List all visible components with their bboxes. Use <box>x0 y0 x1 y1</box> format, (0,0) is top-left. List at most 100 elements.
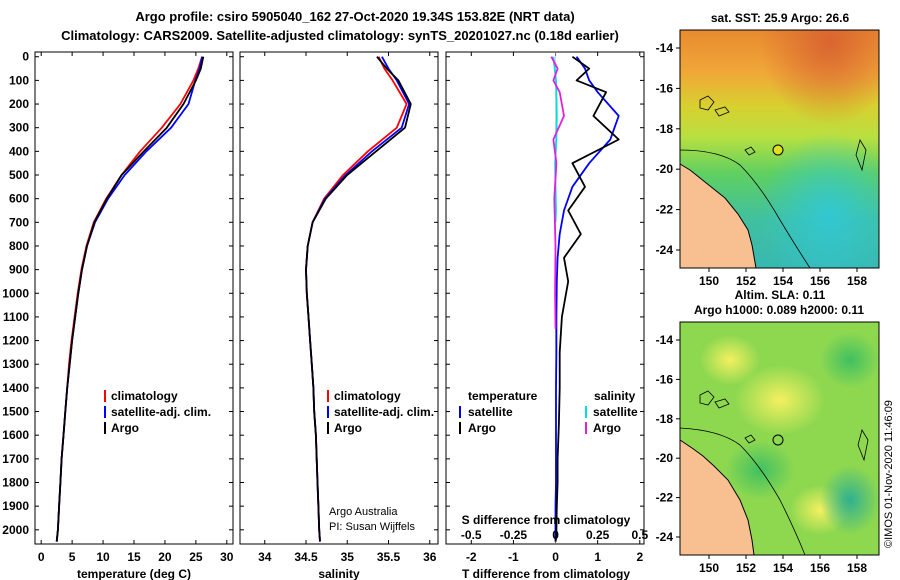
series-temperature-argo <box>554 55 620 542</box>
map-y-tick-label: -22 <box>656 491 674 505</box>
sst-map-frame <box>679 29 880 269</box>
depth-tick-label: 900 <box>9 263 29 277</box>
depth-tick-label: 1900 <box>2 499 29 513</box>
map-y-tick-label: -24 <box>656 530 674 544</box>
title-line-1: Argo profile: csiro 5905040_162 27-Oct-2… <box>135 9 574 24</box>
map-y-tick-label: -14 <box>656 333 674 347</box>
x-tick-label: 35 <box>341 550 355 564</box>
difference-legend: temperature satellite Argo salinity sate… <box>459 389 638 435</box>
legend-title-temperature: temperature <box>468 389 538 403</box>
x-tick-label: 0 <box>552 550 559 564</box>
map-x-tick-label: 156 <box>810 561 830 575</box>
s-tick-label: 0.5 <box>631 528 648 542</box>
depth-tick-label: 2000 <box>2 523 29 537</box>
map-y-tick-label: -16 <box>656 372 674 386</box>
x-tick-label: 36 <box>423 550 437 564</box>
map-x-tick-label: 156 <box>810 274 830 288</box>
map-y-tick-label: -14 <box>656 41 674 55</box>
sla-high-1 <box>735 365 825 435</box>
temperature-panel-frame <box>34 51 234 545</box>
map-y-tick-label: -22 <box>656 203 674 217</box>
legend-label-temp-argo: Argo <box>468 421 496 435</box>
x-tick-label: 5 <box>69 550 76 564</box>
x-tick-label: 0 <box>38 550 45 564</box>
legend-swatch-sal-argo <box>585 422 587 434</box>
temperature-xlabel: temperature (deg C) <box>77 567 191 580</box>
depth-tick-label: 1400 <box>2 381 29 395</box>
map-x-tick-label: 154 <box>773 274 793 288</box>
title-line-2: Climatology: CARS2009. Satellite-adjuste… <box>61 28 619 43</box>
legend-label-satellite: satellite-adj. clim. <box>111 405 211 419</box>
map-x-tick-label: 152 <box>736 274 756 288</box>
sst-isobath <box>679 149 811 269</box>
depth-tick-label: 100 <box>9 73 29 87</box>
depth-tick-label: 1300 <box>2 357 29 371</box>
x-tick-label: 20 <box>158 550 172 564</box>
sst-map <box>679 29 880 269</box>
map-y-tick-label: -18 <box>656 412 674 426</box>
sst-argo-marker <box>772 144 784 156</box>
s-tick-label: 0 <box>552 528 559 542</box>
x-tick-label: 2 <box>636 550 643 564</box>
sla-low-3 <box>725 440 795 500</box>
x-tick-label: 30 <box>220 550 234 564</box>
salinity-legend: climatology satellite-adj. clim. Argo <box>327 389 434 435</box>
depth-tick-label: 1700 <box>2 452 29 466</box>
top-xlabel: S difference from climatology <box>462 513 631 527</box>
depth-tick-label: 600 <box>9 192 29 206</box>
x-tick-label: 1 <box>594 550 601 564</box>
x-tick-label: 10 <box>96 550 110 564</box>
legend-label-argo: Argo <box>111 421 139 435</box>
depth-tick-label: 400 <box>9 144 29 158</box>
series-climatology <box>55 56 203 542</box>
map-x-tick-label: 150 <box>699 274 719 288</box>
depth-tick-label: 0 <box>22 50 29 64</box>
legend-swatch-argo <box>104 422 106 434</box>
s-tick-label: -0.25 <box>500 528 528 542</box>
depth-tick-label: 500 <box>9 168 29 182</box>
legend-label-sal-satellite: satellite <box>593 405 638 419</box>
legend-swatch-satellite <box>104 406 106 418</box>
credit-line-1: Argo Australia <box>329 506 398 518</box>
legend-swatch-climatology <box>327 390 329 402</box>
sla-low-1 <box>820 332 880 388</box>
sla-low-2 <box>820 465 880 535</box>
legend-swatch-temp-argo <box>459 422 461 434</box>
legend-label-climatology: climatology <box>334 389 401 403</box>
depth-tick-label: 1600 <box>2 428 29 442</box>
x-tick-label: -1 <box>508 550 519 564</box>
temperature-plot: 0 5 10 15 20 25 30 <box>38 52 234 564</box>
sla-isobath <box>679 427 806 556</box>
salinity-panel-frame <box>239 51 439 545</box>
map-y-tick-label: -20 <box>656 162 674 176</box>
legend-swatch-temp-satellite <box>459 406 461 418</box>
x-tick-label: 25 <box>189 550 203 564</box>
map-y-tick-label: -16 <box>656 81 674 95</box>
legend-label-temp-satellite: satellite <box>468 405 513 419</box>
watermark: ©IMOS 01-Nov-2020 11:46:09 <box>883 400 895 548</box>
depth-tick-label: 1100 <box>3 310 29 324</box>
s-tick-label: -0.5 <box>461 528 482 542</box>
map-y-tick-label: -24 <box>656 243 674 257</box>
sla-map-axes: -14 -16 -18 -20 -22 -24 150 152 154 156 158 <box>656 333 868 575</box>
sla-map-frame <box>679 321 880 556</box>
series-satellite-adj-clim- <box>55 56 203 542</box>
legend-swatch-climatology <box>104 390 106 402</box>
series-temperature-satellite <box>554 56 620 542</box>
series-argo <box>305 56 412 542</box>
legend-swatch-sal-satellite <box>585 406 587 418</box>
sst-map-axes: -14 -16 -18 -20 -22 -24 150 152 154 156 158 <box>656 41 868 288</box>
legend-label-sal-argo: Argo <box>593 421 621 435</box>
legend-label-climatology: climatology <box>111 389 178 403</box>
legend-title-salinity: salinity <box>594 389 636 403</box>
difference-plot: -2 -1 0 1 2 <box>466 52 643 564</box>
legend-label-argo: Argo <box>334 421 362 435</box>
legend-label-satellite: satellite-adj. clim. <box>334 405 434 419</box>
depth-tick-label: 800 <box>9 239 29 253</box>
difference-panel-frame <box>445 51 645 545</box>
series-argo <box>55 56 205 542</box>
sst-map-title: sat. SST: 25.9 Argo: 26.6 <box>711 11 850 25</box>
credit-line-2: PI: Susan Wijffels <box>329 521 415 533</box>
depth-axis: 0 100 200 300 400 500 600 700 800 900 1000 1100 1200… <box>2 50 644 537</box>
